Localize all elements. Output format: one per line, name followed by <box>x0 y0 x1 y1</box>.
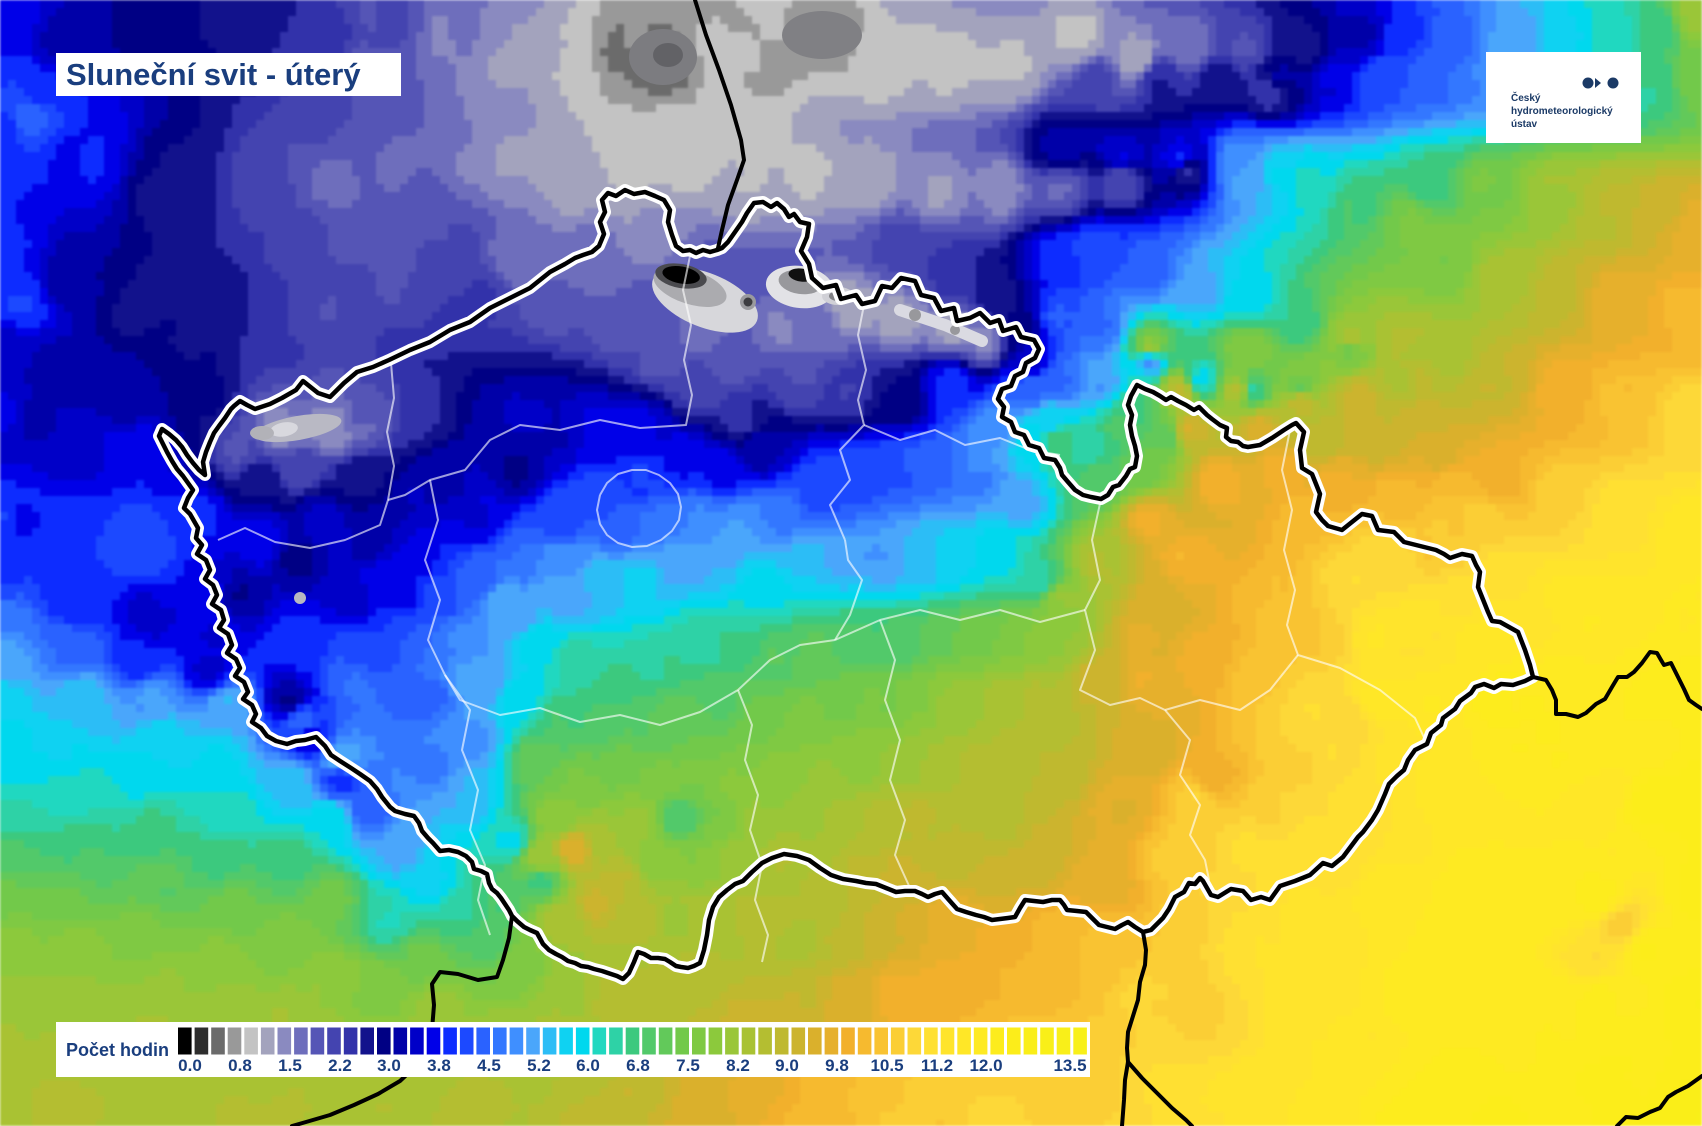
svg-text:Český: Český <box>1511 91 1541 104</box>
svg-text:ústav: ústav <box>1511 119 1538 130</box>
svg-text:2.2: 2.2 <box>328 1056 352 1075</box>
svg-text:9.8: 9.8 <box>825 1056 849 1075</box>
svg-text:7.5: 7.5 <box>676 1056 700 1075</box>
svg-text:10.5: 10.5 <box>870 1056 903 1075</box>
svg-text:5.2: 5.2 <box>527 1056 551 1075</box>
svg-text:0.8: 0.8 <box>228 1056 252 1075</box>
svg-text:12.0: 12.0 <box>969 1056 1002 1075</box>
svg-text:1.5: 1.5 <box>278 1056 302 1075</box>
svg-text:4.5: 4.5 <box>477 1056 501 1075</box>
svg-text:Sluneční svit - úterý: Sluneční svit - úterý <box>66 57 361 92</box>
svg-text:6.0: 6.0 <box>576 1056 600 1075</box>
svg-text:8.2: 8.2 <box>726 1056 750 1075</box>
svg-text:6.8: 6.8 <box>626 1056 650 1075</box>
svg-text:hydrometeorologický: hydrometeorologický <box>1511 106 1613 117</box>
svg-text:3.0: 3.0 <box>377 1056 401 1075</box>
svg-text:9.0: 9.0 <box>775 1056 799 1075</box>
svg-text:13.5: 13.5 <box>1053 1056 1086 1075</box>
svg-text:3.8: 3.8 <box>427 1056 451 1075</box>
svg-text:0.0: 0.0 <box>178 1056 202 1075</box>
svg-text:11.2: 11.2 <box>921 1056 953 1075</box>
svg-text:Počet hodin: Počet hodin <box>66 1040 169 1060</box>
